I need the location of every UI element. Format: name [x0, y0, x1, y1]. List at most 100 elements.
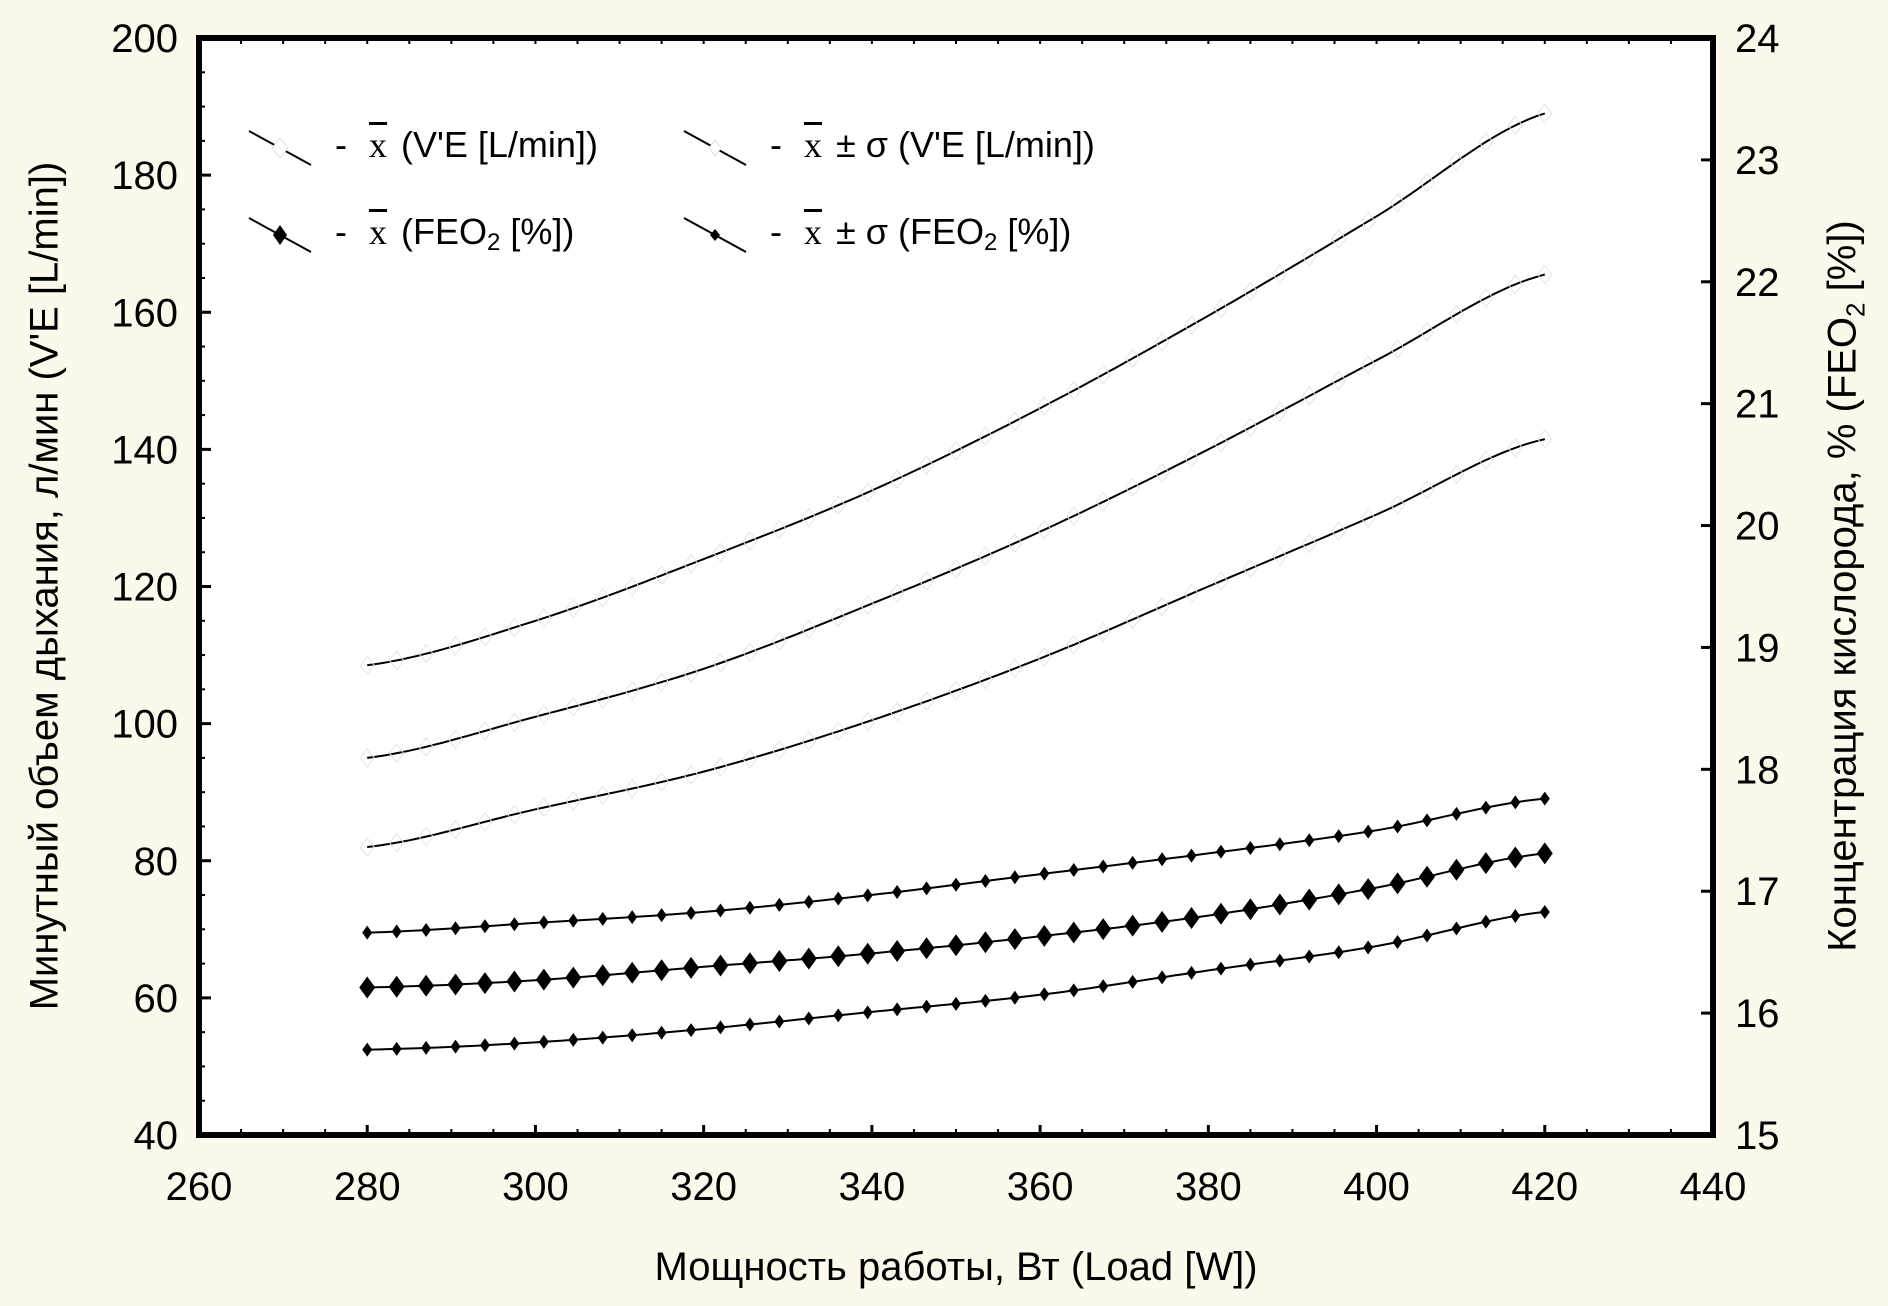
data-point [918, 571, 935, 591]
data-point [1510, 909, 1521, 924]
data-point [359, 976, 376, 999]
data-point [1360, 354, 1376, 375]
data-point [1215, 961, 1226, 976]
data-point [1068, 863, 1079, 878]
data-point [389, 832, 405, 853]
data-point [742, 642, 758, 663]
x-axis-title: Мощность работы, Вт (Load [W]) [654, 1245, 1258, 1289]
data-point [1183, 448, 1200, 468]
data-point [653, 565, 670, 586]
data-point [1009, 870, 1020, 885]
y-tick-label: 200 [111, 17, 178, 61]
data-point [1360, 508, 1376, 529]
y-tick-label: 100 [111, 703, 178, 747]
data-point [1036, 646, 1052, 667]
filled-diamond-line-icon [248, 217, 312, 254]
data-point [771, 740, 788, 760]
x-tick-label: 400 [1343, 1165, 1410, 1209]
plot-area [199, 38, 1713, 1135]
data-point [1448, 151, 1465, 172]
data-point [1507, 274, 1523, 295]
y-tick-label: 80 [134, 840, 179, 884]
data-point [1448, 858, 1465, 881]
data-point [595, 785, 611, 805]
data-point [889, 583, 905, 604]
y-right-tick-label: 22 [1735, 261, 1780, 305]
data-point [1065, 921, 1082, 944]
data-point [656, 1025, 667, 1040]
legend-dash: - [770, 124, 783, 165]
data-point [1537, 264, 1553, 285]
data-point [1330, 883, 1347, 906]
data-point [889, 469, 905, 489]
data-point [771, 631, 788, 651]
data-point [951, 996, 961, 1011]
data-point [712, 954, 729, 977]
data-point [948, 441, 964, 461]
data-point [1392, 819, 1403, 834]
data-point [1127, 855, 1138, 870]
y-right-tick-label: 24 [1735, 17, 1780, 61]
series-markers-1 [359, 264, 1553, 768]
open-diamond-line-icon [248, 130, 312, 167]
data-point [447, 635, 464, 656]
series-markers-4 [359, 842, 1553, 999]
data-point [1009, 990, 1020, 1005]
data-point [656, 908, 667, 923]
data-point [1095, 364, 1111, 385]
data-point [536, 797, 552, 818]
y-right-tick-label: 21 [1735, 383, 1780, 427]
data-point [1392, 935, 1403, 950]
x-tick-label: 280 [334, 1165, 401, 1209]
data-point [1478, 450, 1494, 470]
data-point [1124, 477, 1141, 498]
legend-xbar: x [369, 125, 388, 165]
data-point [1507, 115, 1523, 136]
legend-item-feo2-mean: - x (FEO2 [%]) [245, 212, 574, 263]
data-point [977, 426, 994, 447]
data-point [1098, 979, 1109, 994]
data-point [1272, 401, 1288, 422]
data-point [479, 1038, 490, 1053]
data-point [624, 576, 640, 597]
data-point [801, 507, 817, 528]
data-point [447, 973, 464, 996]
data-point [1419, 321, 1435, 342]
data-point [977, 669, 994, 690]
data-point [627, 910, 638, 925]
data-point [1507, 438, 1523, 458]
legend-dash: - [770, 211, 783, 252]
data-point [506, 712, 523, 733]
x-tick-label: 360 [1007, 1165, 1074, 1209]
data-point [712, 542, 729, 563]
data-point [1480, 914, 1491, 929]
data-point [1066, 380, 1082, 401]
data-point [712, 653, 729, 673]
data-point [1186, 965, 1197, 980]
y-axis-title-left: Минутный объем дыхания, л/мин (V'E [L/mi… [22, 161, 67, 1011]
data-point [506, 970, 523, 993]
data-point [1478, 132, 1494, 152]
legend-item-feo2-sd: - x ± σ (FEO2 [%]) [680, 212, 1071, 263]
data-point [476, 972, 493, 995]
series-markers-2 [359, 429, 1553, 857]
data-point [624, 680, 640, 701]
data-point [1537, 103, 1553, 124]
data-point [801, 619, 817, 640]
data-point [1274, 953, 1285, 968]
data-point [833, 891, 844, 906]
data-point [1360, 878, 1377, 901]
data-point [1271, 893, 1288, 916]
data-point [741, 952, 758, 975]
data-point [1363, 824, 1374, 839]
y-right-tick-label: 18 [1735, 748, 1780, 792]
y-axis-title-right-end: [%]) [1820, 220, 1865, 303]
data-point [388, 975, 405, 998]
data-point [800, 947, 817, 970]
data-point [1274, 837, 1285, 852]
data-point [683, 663, 699, 683]
data-point [683, 554, 699, 574]
data-point [1036, 519, 1052, 540]
legend-label: (V'E [L/min]) [898, 124, 1095, 165]
data-point [742, 748, 758, 769]
